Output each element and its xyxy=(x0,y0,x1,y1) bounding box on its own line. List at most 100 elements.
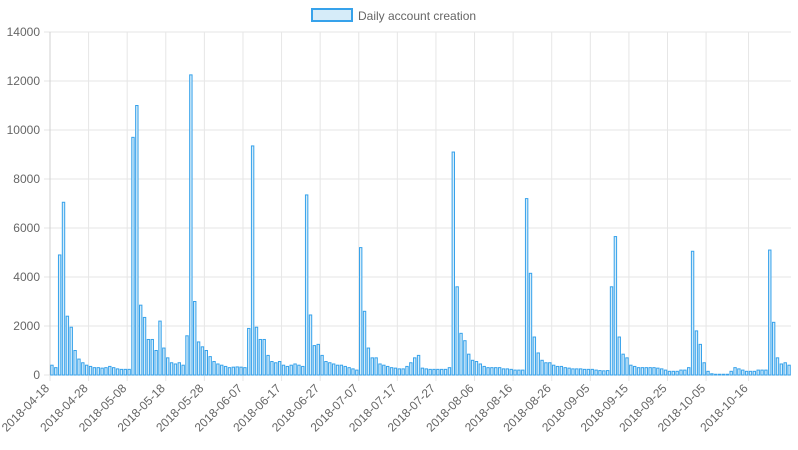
bar[interactable] xyxy=(316,343,320,376)
bar[interactable] xyxy=(501,368,506,376)
bar[interactable] xyxy=(277,361,282,376)
bar[interactable] xyxy=(131,136,135,376)
bar[interactable] xyxy=(374,357,378,376)
bar[interactable] xyxy=(239,366,243,376)
bar[interactable] xyxy=(428,368,432,376)
bar[interactable] xyxy=(84,364,89,376)
bar[interactable] xyxy=(185,335,189,376)
bar[interactable] xyxy=(254,326,259,376)
bar[interactable] xyxy=(617,336,621,376)
bar[interactable] xyxy=(571,368,575,376)
bar[interactable] xyxy=(698,343,703,376)
bar[interactable] xyxy=(312,345,317,376)
bar[interactable] xyxy=(366,347,371,376)
bar[interactable] xyxy=(656,367,660,376)
bar[interactable] xyxy=(413,357,417,376)
bar[interactable] xyxy=(331,363,336,376)
bar[interactable] xyxy=(54,367,58,376)
bar[interactable] xyxy=(324,361,328,376)
bar[interactable] xyxy=(304,194,309,376)
bar[interactable] xyxy=(81,362,85,376)
bar[interactable] xyxy=(586,368,591,376)
bar[interactable] xyxy=(443,368,448,376)
bar[interactable] xyxy=(270,361,274,376)
bar[interactable] xyxy=(760,369,764,376)
bar[interactable] xyxy=(266,354,270,376)
bar[interactable] xyxy=(575,368,579,376)
bar[interactable] xyxy=(671,370,675,376)
bar[interactable] xyxy=(779,363,784,376)
bar[interactable] xyxy=(702,362,706,376)
bar[interactable] xyxy=(111,367,116,376)
bar[interactable] xyxy=(61,201,66,376)
bar[interactable] xyxy=(154,350,158,376)
bar[interactable] xyxy=(220,364,224,376)
bar[interactable] xyxy=(436,368,440,376)
bar[interactable] xyxy=(447,367,452,376)
bar[interactable] xyxy=(632,365,637,376)
bar[interactable] xyxy=(100,367,104,376)
bar[interactable] xyxy=(405,365,409,376)
bar[interactable] xyxy=(683,369,687,376)
bar[interactable] xyxy=(521,369,525,376)
bar[interactable] xyxy=(694,330,699,376)
bar[interactable] xyxy=(714,373,718,376)
bar[interactable] xyxy=(640,367,645,376)
bar[interactable] xyxy=(737,368,741,376)
bar[interactable] xyxy=(690,250,695,376)
bar[interactable] xyxy=(467,353,471,376)
bar[interactable] xyxy=(92,367,97,376)
bar[interactable] xyxy=(135,105,139,376)
bar[interactable] xyxy=(108,365,112,376)
bar[interactable] xyxy=(706,370,710,376)
bar[interactable] xyxy=(250,145,255,376)
bar[interactable] xyxy=(609,286,614,376)
bar[interactable] xyxy=(115,368,120,376)
bar[interactable] xyxy=(189,74,193,376)
bar[interactable] xyxy=(146,338,151,376)
bar[interactable] xyxy=(725,373,730,376)
bar[interactable] xyxy=(389,367,394,376)
bar[interactable] xyxy=(347,367,351,376)
bar[interactable] xyxy=(497,367,502,376)
bar[interactable] xyxy=(455,286,459,376)
bar[interactable] xyxy=(227,367,232,376)
bar[interactable] xyxy=(548,362,552,376)
bar[interactable] xyxy=(598,370,602,376)
bar[interactable] xyxy=(629,364,633,376)
bar[interactable] xyxy=(393,367,398,376)
bar[interactable] xyxy=(505,368,510,376)
bar[interactable] xyxy=(289,364,293,376)
bar[interactable] xyxy=(459,332,463,376)
bar[interactable] xyxy=(193,301,197,376)
bar[interactable] xyxy=(96,367,100,376)
bar[interactable] xyxy=(752,370,757,376)
bar[interactable] xyxy=(370,357,374,376)
bar[interactable] xyxy=(733,367,737,376)
bar[interactable] xyxy=(787,364,791,376)
bar[interactable] xyxy=(50,364,54,376)
bar[interactable] xyxy=(173,363,178,376)
bar[interactable] xyxy=(208,356,212,376)
bar[interactable] xyxy=(73,350,77,376)
bar[interactable] xyxy=(223,365,228,376)
bar[interactable] xyxy=(119,368,124,376)
bar[interactable] xyxy=(355,369,359,376)
bar[interactable] xyxy=(605,370,610,376)
bar[interactable] xyxy=(335,364,340,376)
bar[interactable] xyxy=(748,370,753,376)
bar[interactable] xyxy=(710,373,714,376)
bar[interactable] xyxy=(559,365,564,376)
bar[interactable] xyxy=(343,365,347,376)
bar[interactable] xyxy=(451,151,456,376)
bar[interactable] xyxy=(582,368,587,376)
bar[interactable] xyxy=(401,368,405,376)
bar[interactable] xyxy=(783,362,787,376)
bar[interactable] xyxy=(382,364,386,376)
bar[interactable] xyxy=(625,357,629,376)
bar[interactable] xyxy=(644,367,648,376)
bar[interactable] xyxy=(463,340,467,376)
bar[interactable] xyxy=(768,249,772,376)
bar[interactable] xyxy=(602,370,606,376)
bar[interactable] xyxy=(150,338,154,376)
